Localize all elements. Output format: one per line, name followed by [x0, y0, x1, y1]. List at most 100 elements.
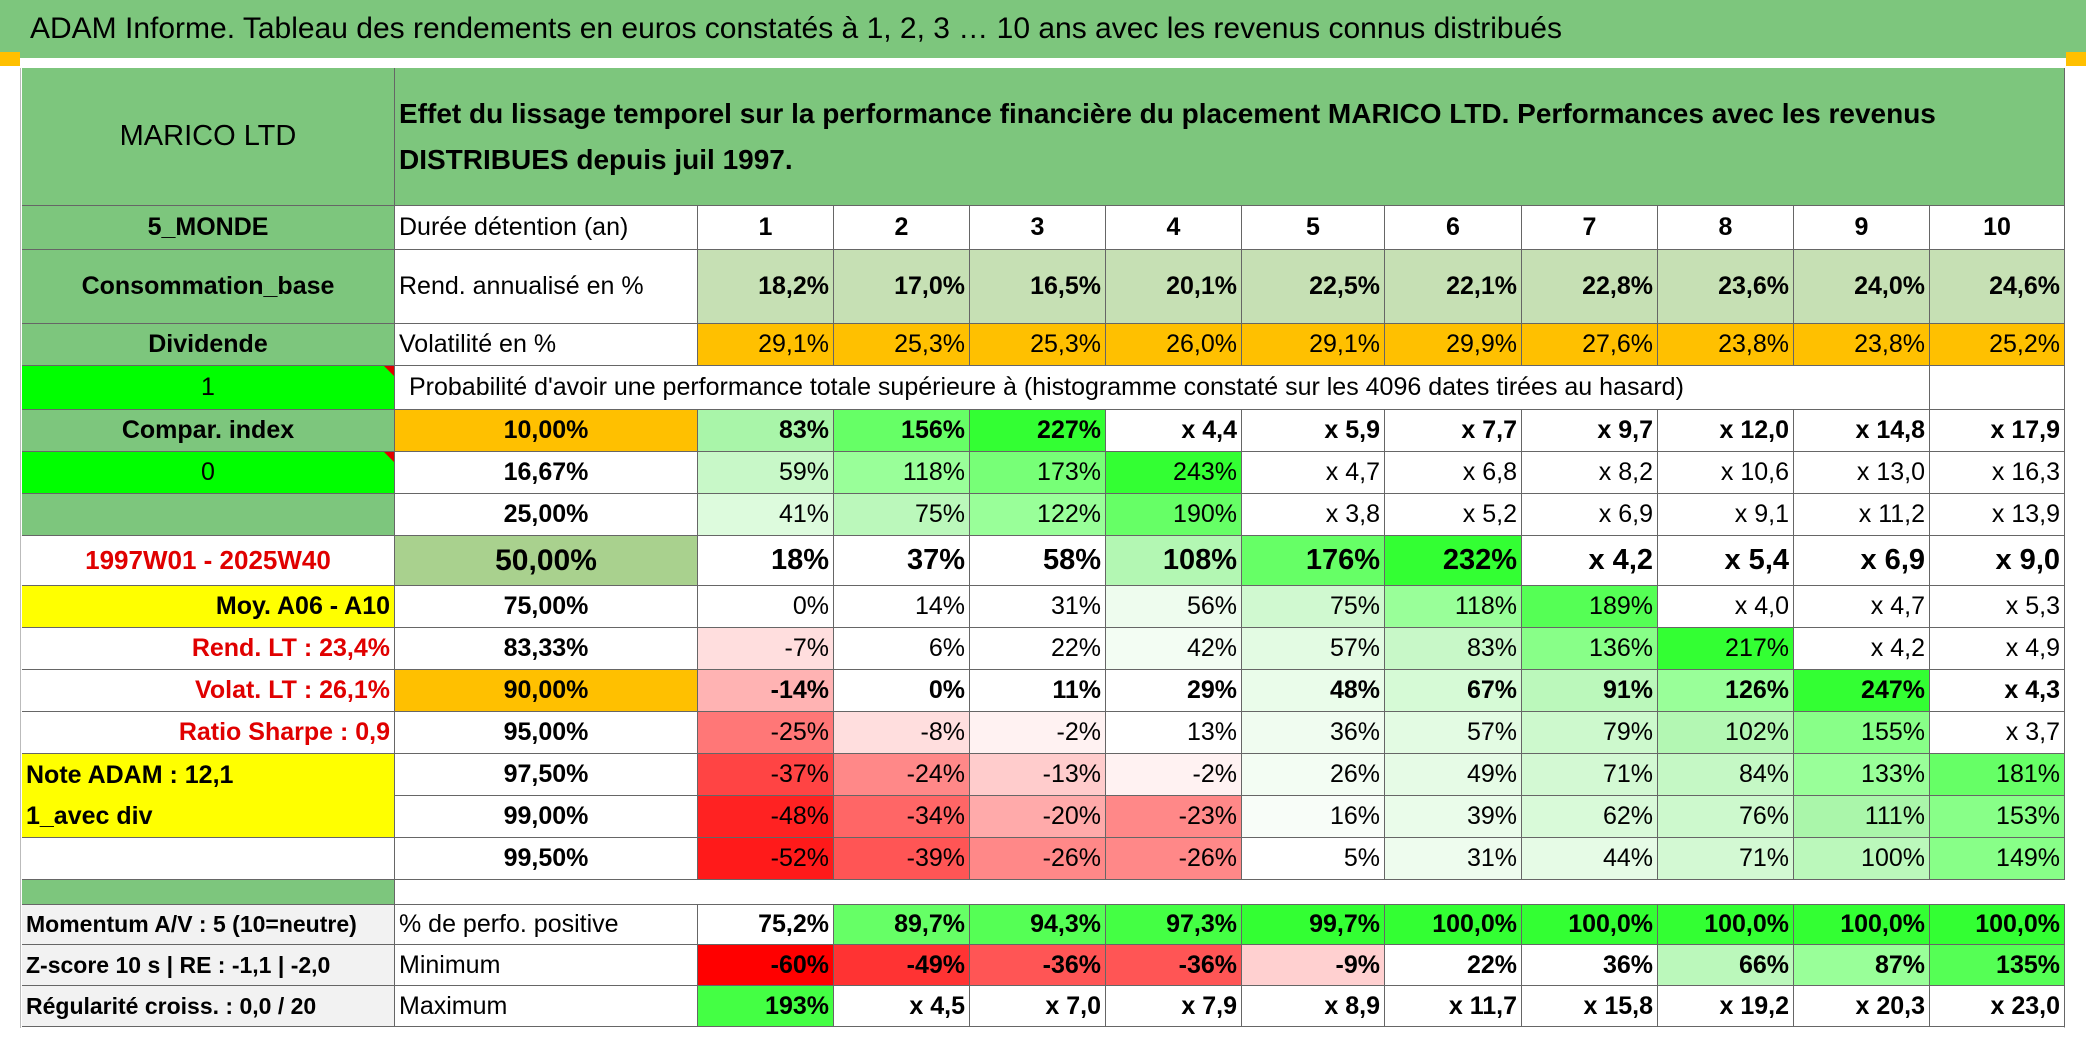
prob-cell-r1-y8: x 12,0 [1658, 410, 1794, 452]
prob-cell-r11-y3: -26% [970, 838, 1106, 880]
volatility-9: 23,8% [1794, 324, 1930, 366]
prob-cell-r6-y3: 22% [970, 628, 1106, 670]
stat-minimum-y6: 22% [1385, 945, 1522, 986]
prob-cell-r3-y9: x 11,2 [1794, 494, 1930, 536]
prob-cell-r4-y5: 176% [1242, 536, 1385, 586]
year-6: 6 [1385, 206, 1522, 250]
volatility-label: Volatilité en % [395, 324, 698, 366]
prob-cell-r4-y4: 108% [1106, 536, 1242, 586]
prob-cell-r11-y4: -26% [1106, 838, 1242, 880]
annual-return-2: 17,0% [834, 250, 970, 324]
volatility-3: 25,3% [970, 324, 1106, 366]
year-9: 9 [1794, 206, 1930, 250]
period-label: 1997W01 - 2025W40 [22, 536, 395, 586]
prob-cell-r7-y10: x 4,3 [1930, 670, 2065, 712]
prob-cell-r8-y8: 102% [1658, 712, 1794, 754]
dropdown-indicator [384, 452, 394, 462]
stat-positive-y1: 75,2% [698, 904, 834, 945]
report-title: ADAM Informe. Tableau des rendements en … [0, 0, 2086, 58]
prob-cell-r7-y8: 126% [1658, 670, 1794, 712]
prob-cell-r1-y6: x 7,7 [1385, 410, 1522, 452]
stat-label-positive: % de perfo. positive [395, 904, 698, 945]
threshold-4: 50,00% [395, 536, 698, 586]
regularity-label: Régularité croiss. : 0,0 / 20 [22, 986, 395, 1027]
dropdown-indicator [384, 366, 394, 376]
prob-cell-r2-y6: x 6,8 [1385, 452, 1522, 494]
prob-cell-r6-y10: x 4,9 [1930, 628, 2065, 670]
corner-marker-right [2066, 52, 2086, 66]
prob-cell-r3-y7: x 6,9 [1522, 494, 1658, 536]
prob-cell-r4-y7: x 4,2 [1522, 536, 1658, 586]
threshold-3: 25,00% [395, 494, 698, 536]
stat-minimum-y1: -60% [698, 945, 834, 986]
stat-positive-y4: 97,3% [1106, 904, 1242, 945]
prob-cell-r10-y7: 62% [1522, 796, 1658, 838]
prob-cell-r2-y1: 59% [698, 452, 834, 494]
stat-minimum-y9: 87% [1794, 945, 1930, 986]
volatility-10: 25,2% [1930, 324, 2065, 366]
prob-cell-r11-y9: 100% [1794, 838, 1930, 880]
prob-cell-r6-y6: 83% [1385, 628, 1522, 670]
prob-cell-r2-y3: 173% [970, 452, 1106, 494]
prob-cell-r5-y2: 14% [834, 586, 970, 628]
prob-cell-r8-y2: -8% [834, 712, 970, 754]
threshold-8: 95,00% [395, 712, 698, 754]
selector-0[interactable]: 0 [22, 452, 395, 494]
stat-minimum-y7: 36% [1522, 945, 1658, 986]
stat-positive-y2: 89,7% [834, 904, 970, 945]
stat-maximum-y5: x 8,9 [1242, 986, 1385, 1027]
average-label: Moy. A06 - A10 [22, 586, 395, 628]
prob-cell-r5-y9: x 4,7 [1794, 586, 1930, 628]
empty-green-cell [22, 494, 395, 536]
year-1: 1 [698, 206, 834, 250]
threshold-5: 75,00% [395, 586, 698, 628]
annual-return-3: 16,5% [970, 250, 1106, 324]
threshold-10: 99,00% [395, 796, 698, 838]
prob-cell-r3-y1: 41% [698, 494, 834, 536]
prob-cell-r3-y6: x 5,2 [1385, 494, 1522, 536]
prob-cell-r9-y9: 133% [1794, 754, 1930, 796]
prob-cell-r1-y7: x 9,7 [1522, 410, 1658, 452]
threshold-9: 97,50% [395, 754, 698, 796]
prob-cell-r1-y9: x 14,8 [1794, 410, 1930, 452]
year-3: 3 [970, 206, 1106, 250]
year-2: 2 [834, 206, 970, 250]
stat-positive-y5: 99,7% [1242, 904, 1385, 945]
prob-cell-r2-y10: x 16,3 [1930, 452, 2065, 494]
year-8: 8 [1658, 206, 1794, 250]
stat-label-minimum: Minimum [395, 945, 698, 986]
year-4: 4 [1106, 206, 1242, 250]
volatility-7: 27,6% [1522, 324, 1658, 366]
prob-cell-r9-y3: -13% [970, 754, 1106, 796]
prob-cell-r10-y4: -23% [1106, 796, 1242, 838]
prob-cell-r3-y3: 122% [970, 494, 1106, 536]
table-description: Effet du lissage temporel sur la perform… [395, 68, 2065, 206]
stat-minimum-y8: 66% [1658, 945, 1794, 986]
probability-title: Probabilité d'avoir une performance tota… [395, 366, 1930, 410]
prob-cell-r3-y8: x 9,1 [1658, 494, 1794, 536]
volatility-1: 29,1% [698, 324, 834, 366]
prob-cell-r11-y6: 31% [1385, 838, 1522, 880]
prob-cell-r11-y10: 149% [1930, 838, 2065, 880]
annual-return-4: 20,1% [1106, 250, 1242, 324]
prob-cell-r5-y7: 189% [1522, 586, 1658, 628]
annual-return-10: 24,6% [1930, 250, 2065, 324]
prob-cell-r3-y4: 190% [1106, 494, 1242, 536]
stat-maximum-y9: x 20,3 [1794, 986, 1930, 1027]
prob-cell-r7-y1: -14% [698, 670, 834, 712]
stat-maximum-y7: x 15,8 [1522, 986, 1658, 1027]
prob-cell-r11-y8: 71% [1658, 838, 1794, 880]
stat-minimum-y2: -49% [834, 945, 970, 986]
stat-maximum-y10: x 23,0 [1930, 986, 2065, 1027]
prob-cell-r10-y6: 39% [1385, 796, 1522, 838]
selector-1[interactable]: 1 [22, 366, 395, 410]
prob-cell-r2-y2: 118% [834, 452, 970, 494]
stat-maximum-y8: x 19,2 [1658, 986, 1794, 1027]
prob-cell-r6-y9: x 4,2 [1794, 628, 1930, 670]
stat-positive-y3: 94,3% [970, 904, 1106, 945]
prob-cell-r9-y1: -37% [698, 754, 834, 796]
annual-return-9: 24,0% [1794, 250, 1930, 324]
stat-maximum-y2: x 4,5 [834, 986, 970, 1027]
prob-cell-r6-y8: 217% [1658, 628, 1794, 670]
threshold-1: 10,00% [395, 410, 698, 452]
